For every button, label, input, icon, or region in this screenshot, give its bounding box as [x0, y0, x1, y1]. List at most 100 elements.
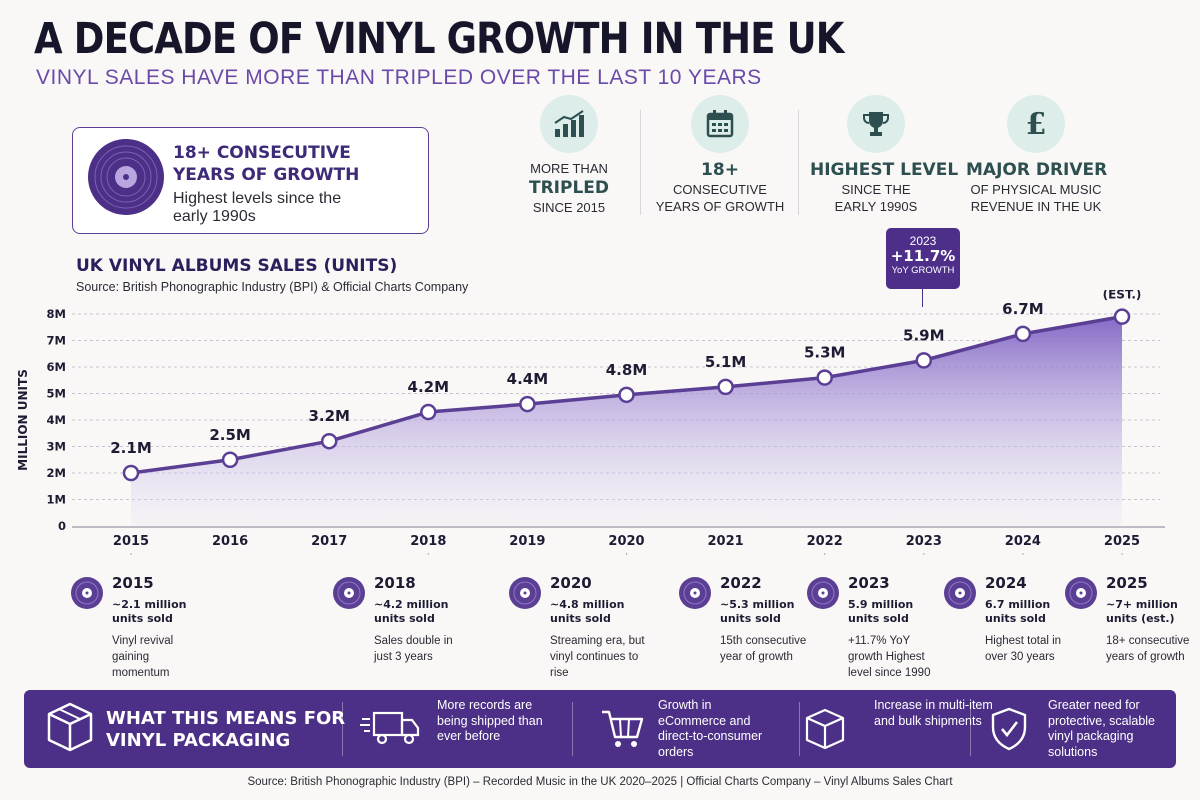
data-point — [221, 451, 239, 468]
footer-source: Source: British Phonographic Industry (B… — [247, 776, 953, 788]
sales-area — [131, 316, 1122, 526]
data-label: 4.2M — [408, 378, 450, 396]
banner-item: Increase in multi-item and bulk shipment… — [804, 698, 993, 760]
cart-icon — [602, 710, 644, 747]
data-label-note: (EST.) — [1103, 290, 1142, 302]
trophy-icon — [847, 95, 905, 153]
trending-up-icon — [540, 95, 598, 153]
vinyl-record-icon — [71, 577, 103, 609]
y-tick-label: 0 — [58, 519, 66, 533]
y-tick-label: 6M — [47, 360, 66, 374]
stat-line1: MORE THAN — [530, 161, 608, 176]
data-point — [420, 403, 437, 421]
banner-divider — [572, 702, 573, 756]
data-point — [717, 378, 734, 396]
x-tick-label: 2018 — [410, 534, 446, 549]
x-tick-label: 2022 — [807, 534, 843, 549]
data-label: 6.7M — [1002, 300, 1044, 318]
y-tick-label: 5M — [47, 387, 66, 401]
milestone-note: Sales double in just 3 years — [374, 635, 453, 663]
milestone-year: 2022 — [720, 574, 762, 592]
data-point — [519, 395, 536, 413]
data-label: 2.1M — [110, 439, 152, 457]
x-tick-label: 2023 — [906, 534, 942, 549]
growth-highlight-box: 18+ CONSECUTIVE YEARS OF GROWTH Highest … — [72, 127, 429, 234]
stat-big: HIGHEST LEVEL — [810, 160, 959, 180]
stat-big: TRIPLED — [528, 178, 610, 198]
stat-line2: YEARS OF GROWTH — [655, 199, 785, 214]
y-tick-label: 3M — [47, 440, 66, 454]
milestone-note: Streaming era, but vinyl continues to ri… — [550, 635, 645, 679]
stat-line2: REVENUE IN THE UK — [970, 199, 1102, 214]
milestone-year: 2023 — [848, 574, 890, 592]
banner-item-text: More records are being shipped than ever… — [437, 698, 543, 743]
chart-source: Source: British Phonographic Industry (B… — [76, 280, 469, 294]
stat-line1: CONSECUTIVE — [673, 182, 767, 197]
x-tick-label: 2017 — [311, 534, 347, 549]
data-point — [320, 432, 338, 450]
vinyl-record-icon — [679, 577, 711, 609]
growth-box-text: Highest levels since the early 1990s — [173, 190, 342, 225]
banner-item-text: Growth in eCommerce and direct-to-consum… — [658, 698, 763, 759]
milestone-note: Highest total in over 30 years — [985, 635, 1062, 663]
milestone-year: 2018 — [374, 574, 416, 592]
data-point — [915, 352, 933, 369]
stat-major-driver: £ MAJOR DRIVER OF PHYSICAL MUSIC REVENUE… — [966, 95, 1107, 215]
sales-area-chart: 0 1M 2M 3M 4M 5M 6M 7M 8M MILLION UNITS 2.1M 2.5M… — [16, 290, 1165, 555]
banner-item-text: Greater need for protective, scalable vi… — [1048, 698, 1156, 759]
milestone-units: ~4.8 million units sold — [550, 598, 625, 625]
calendar-icon — [691, 95, 749, 153]
x-tick-label: 2021 — [708, 534, 744, 549]
stat-line2: EARLY 1990S — [834, 199, 918, 214]
milestone-units: ~2.1 million units sold — [112, 598, 187, 625]
x-tick-label: 2020 — [608, 534, 644, 549]
page-title: A DECADE OF VINYL GROWTH IN THE UK — [34, 14, 844, 64]
yoy-growth-callout: 2023 +11.7% YoY GROWTH — [886, 228, 960, 289]
stat-tripled: MORE THAN TRIPLED SINCE 2015 — [508, 95, 630, 216]
y-tick-label: 4M — [47, 413, 66, 427]
milestone-units: 6.7 million units sold — [985, 598, 1051, 625]
milestone-year: 2020 — [550, 574, 592, 592]
data-point — [122, 464, 140, 482]
data-label: 3.2M — [308, 407, 350, 425]
vinyl-record-icon — [333, 577, 365, 609]
vinyl-record-icon — [944, 577, 976, 609]
x-tick-label: 2015 — [113, 534, 149, 549]
stat-divider — [640, 110, 641, 215]
y-tick-label: 2M — [47, 466, 66, 480]
milestone-year: 2024 — [985, 574, 1027, 592]
vinyl-record-icon — [88, 139, 164, 215]
data-point — [816, 369, 833, 386]
milestone-units: 5.9 million units sold — [848, 598, 914, 625]
banner-title: WHAT THIS MEANS FOR VINYL PACKAGING — [106, 708, 346, 751]
x-tick-label: 2024 — [1005, 534, 1041, 549]
box-icon — [805, 708, 845, 750]
data-point — [1014, 325, 1032, 343]
stat-line1: SINCE THE — [841, 182, 911, 197]
packaging-banner: WHAT THIS MEANS FOR VINYL PACKAGING More… — [24, 690, 1176, 768]
milestone-note: Vinyl revival gaining momentum — [112, 635, 174, 679]
data-point — [618, 386, 635, 404]
pound-icon: £ — [1007, 95, 1065, 153]
stat-consecutive: 18+ CONSECUTIVE YEARS OF GROWTH — [652, 95, 788, 215]
milestone-units: ~5.3 million units sold — [720, 598, 795, 625]
callout-pct: +11.7% — [890, 247, 956, 265]
milestone-note: 15th consecutive year of growth — [720, 635, 807, 663]
callout-stem — [922, 289, 923, 307]
shield-check-icon — [991, 707, 1027, 751]
vinyl-record-icon — [1065, 577, 1097, 609]
milestone-note: +11.7% YoY growth Highest level since 19… — [848, 635, 931, 679]
y-tick-label: 8M — [47, 307, 66, 321]
milestone-note: 18+ consecutive years of growth — [1106, 635, 1190, 663]
vinyl-record-icon — [807, 577, 839, 609]
milestone-year: 2015 — [112, 574, 154, 592]
banner-divider — [799, 702, 800, 756]
x-tick-label: 2016 — [212, 534, 248, 549]
banner-item: Greater need for protective, scalable vi… — [990, 698, 1166, 760]
data-label: 4.4M — [507, 370, 549, 388]
y-axis-label: MILLION UNITS — [16, 369, 30, 471]
data-label: 2.5M — [209, 426, 251, 444]
page-subtitle: VINYL SALES HAVE MORE THAN TRIPLED OVER … — [36, 66, 762, 89]
stat-big: 18+ — [701, 160, 739, 180]
data-label: 5.9M — [903, 326, 945, 344]
